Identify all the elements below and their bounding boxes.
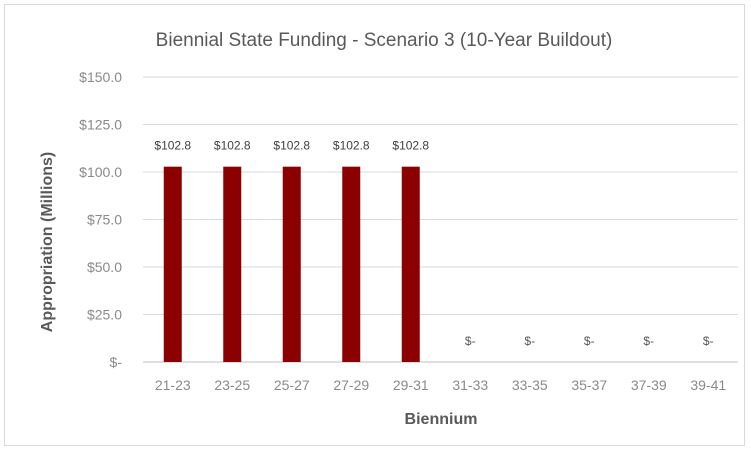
chart-frame <box>4 4 745 446</box>
bar <box>282 166 301 362</box>
x-tick-label: 39-41 <box>690 377 726 393</box>
y-tick-label: $50.0 <box>87 259 122 275</box>
y-axis-title: Appropriation (Millions) <box>39 152 56 332</box>
bar <box>342 166 361 362</box>
bars <box>163 166 420 362</box>
data-label: $102.8 <box>392 139 429 153</box>
y-tick-label: $150.0 <box>79 69 122 85</box>
data-label: $- <box>643 334 654 348</box>
y-tick-label: $75.0 <box>87 212 122 228</box>
data-labels: $102.8 $102.8 $102.8 $102.8 $102.8 $- $- $- $- $- <box>154 139 713 348</box>
data-label: $- <box>524 334 535 348</box>
x-tick-label: 37-39 <box>631 377 667 393</box>
data-label: $- <box>703 334 714 348</box>
y-tick-label: $125.0 <box>79 117 122 133</box>
bar <box>223 166 242 362</box>
gridlines <box>143 76 738 363</box>
y-tick-label: $25.0 <box>87 307 122 323</box>
y-tick-label: $100.0 <box>79 164 122 180</box>
data-label: $102.8 <box>333 139 370 153</box>
x-axis-ticks: 21-23 23-25 25-27 27-29 29-31 31-33 33-35 35-37… <box>155 377 727 393</box>
bar <box>401 166 420 362</box>
y-tick-label: $- <box>110 354 123 370</box>
y-axis-ticks: $- $25.0 $50.0 $75.0 $100.0 $125.0 $150.0 <box>79 69 122 370</box>
data-label: $- <box>465 334 476 348</box>
data-label: $- <box>584 334 595 348</box>
x-tick-label: 31-33 <box>452 377 488 393</box>
x-tick-label: 35-37 <box>571 377 607 393</box>
chart-title: Biennial State Funding - Scenario 3 (10-… <box>156 30 613 51</box>
x-tick-label: 33-35 <box>512 377 548 393</box>
x-tick-label: 21-23 <box>155 377 191 393</box>
data-label: $102.8 <box>154 139 191 153</box>
x-tick-label: 27-29 <box>333 377 369 393</box>
bar <box>163 166 182 362</box>
data-label: $102.8 <box>273 139 310 153</box>
x-tick-label: 29-31 <box>393 377 429 393</box>
data-label: $102.8 <box>214 139 251 153</box>
x-tick-label: 25-27 <box>274 377 310 393</box>
x-axis-title: Biennium <box>405 411 478 428</box>
x-tick-label: 23-25 <box>214 377 250 393</box>
